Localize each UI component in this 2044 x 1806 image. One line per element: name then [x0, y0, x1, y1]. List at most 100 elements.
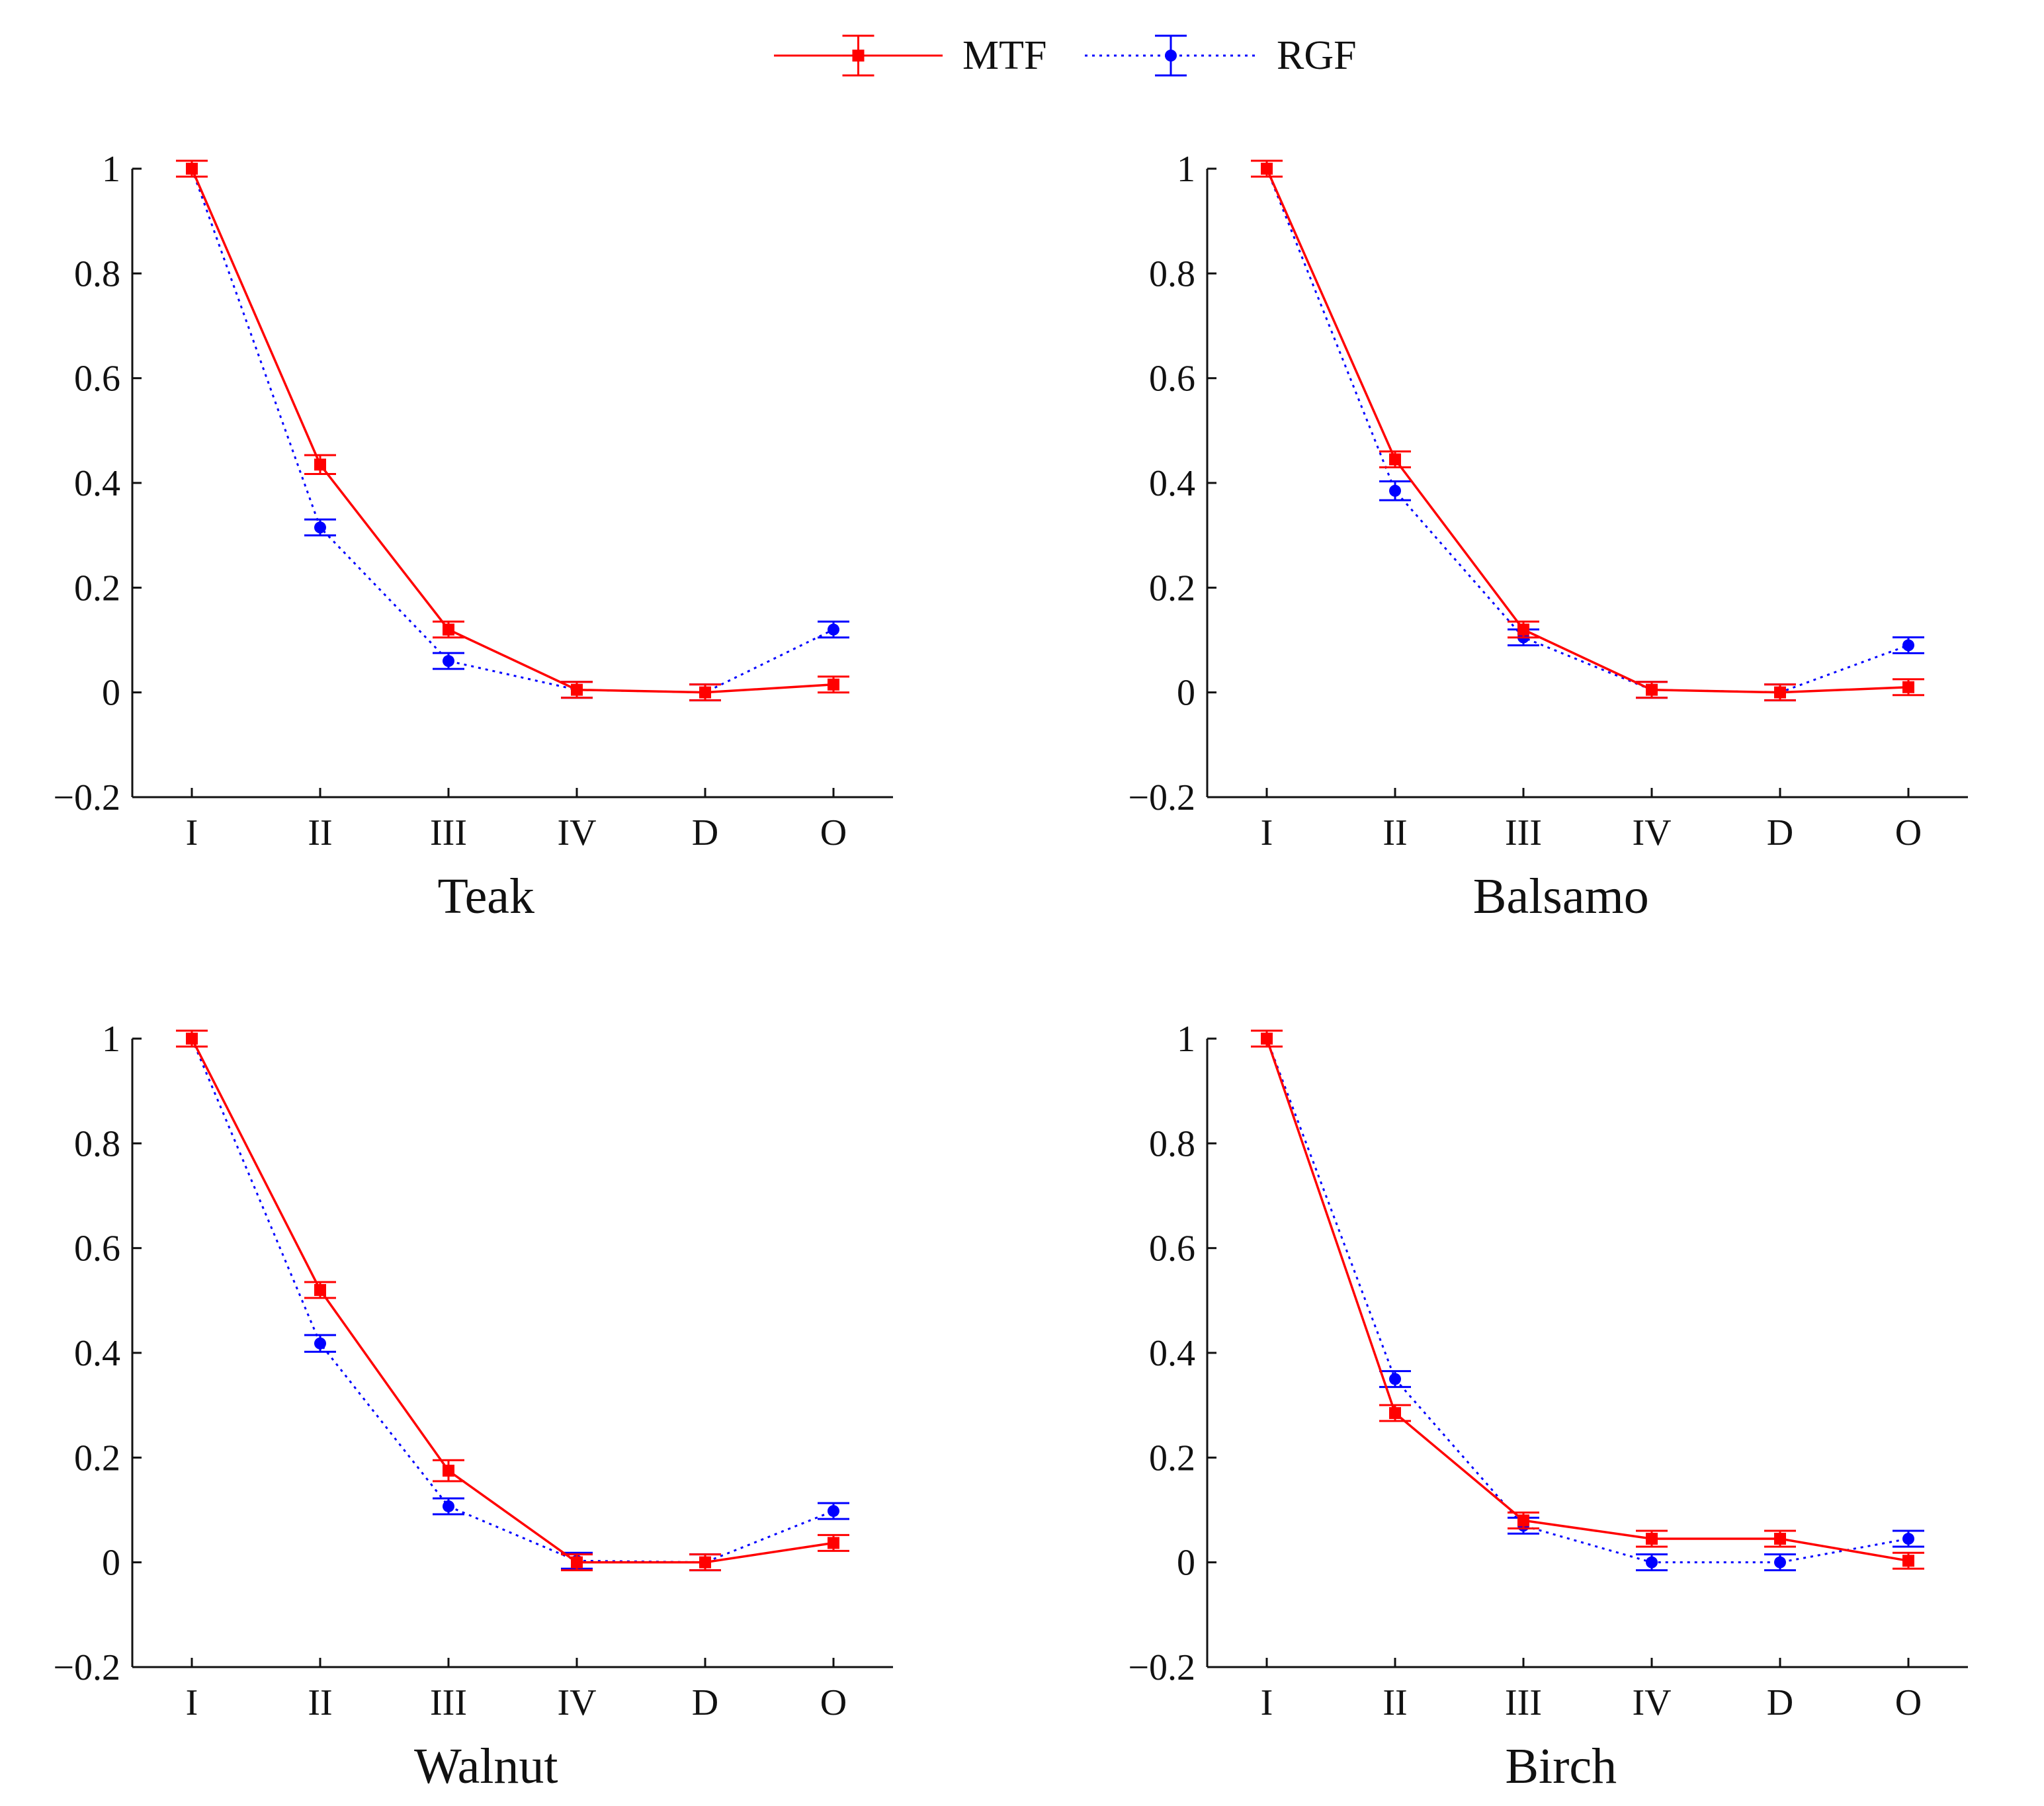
legend-label-mtf: MTF [962, 33, 1046, 78]
series-line-mtf [191, 1038, 834, 1564]
data-point-mtf [1774, 1533, 1786, 1545]
data-point-mtf [828, 1537, 839, 1549]
y-tick-label: 0.4 [1149, 1333, 1195, 1374]
legend-item-mtf: MTF [774, 33, 1046, 78]
series-mtf [176, 159, 849, 702]
y-tick-label: 1 [1177, 1019, 1195, 1060]
data-point-mtf [1261, 1033, 1273, 1045]
x-tick-label: IV [557, 812, 596, 853]
x-tick-label: III [1505, 812, 1542, 853]
y-tick-label: 0.2 [1149, 1438, 1195, 1479]
data-point-mtf [699, 686, 711, 699]
series-line-rgf [191, 168, 834, 694]
y-tick-label: 0.8 [74, 253, 120, 294]
data-point-rgf [314, 521, 326, 534]
y-tick-label: −0.2 [53, 777, 120, 818]
x-tick-label: O [1895, 812, 1922, 853]
x-tick-label: D [692, 1682, 718, 1723]
x-tick-label: D [1767, 1682, 1793, 1723]
y-tick-label: 0.4 [74, 463, 120, 504]
x-tick-label: I [186, 1682, 198, 1723]
panel-label: Walnut [414, 1739, 558, 1794]
y-tick-label: 0 [1177, 673, 1195, 714]
y-tick-label: −0.2 [1128, 1647, 1195, 1688]
data-point-rgf [1646, 1556, 1658, 1569]
x-tick-label: III [430, 812, 467, 853]
data-point-mtf [1261, 163, 1273, 175]
data-point-rgf [314, 1337, 326, 1350]
series-rgf [1251, 1029, 1924, 1572]
x-tick-label: O [820, 812, 847, 853]
x-tick-label: IV [557, 1682, 596, 1723]
data-point-mtf [1774, 686, 1786, 699]
data-point-rgf [828, 623, 839, 636]
series-mtf [1251, 159, 1924, 702]
data-point-rgf [1902, 1533, 1914, 1545]
data-point-rgf [1389, 1373, 1401, 1385]
series-line-rgf [191, 1038, 834, 1564]
series-mtf [1251, 1029, 1924, 1570]
y-tick-label: 0.4 [1149, 463, 1195, 504]
y-tick-label: 1 [102, 149, 120, 190]
data-point-mtf [571, 1556, 583, 1569]
series-line-mtf [1265, 168, 1909, 694]
data-point-rgf [828, 1505, 839, 1518]
legend-marker-rgf [1165, 50, 1177, 62]
x-tick-label: IV [1632, 812, 1671, 853]
panels: −0.200.20.40.60.81I II III IV D OTeak−0.200.2… [53, 149, 1968, 1794]
x-tick-label: II [1383, 812, 1407, 853]
data-point-rgf [1902, 639, 1914, 652]
series-line-mtf [1265, 1038, 1909, 1563]
series-line-mtf [191, 168, 834, 694]
x-tick-label: II [308, 1682, 332, 1723]
panel-label: Balsamo [1473, 869, 1649, 924]
data-point-mtf [1646, 683, 1658, 696]
y-tick-label: 0.2 [74, 1438, 120, 1479]
x-tick-label: D [692, 812, 718, 853]
data-point-mtf [186, 163, 198, 175]
data-point-mtf [186, 1033, 198, 1045]
data-point-rgf [443, 1500, 454, 1512]
x-tick-label: II [308, 812, 332, 853]
x-tick-label: IV [1632, 1682, 1671, 1723]
data-point-mtf [1517, 623, 1529, 636]
data-point-rgf [1774, 1556, 1786, 1569]
data-point-mtf [1389, 1407, 1401, 1420]
data-point-mtf [1517, 1514, 1529, 1527]
data-point-rgf [443, 655, 454, 667]
data-point-mtf [1389, 453, 1401, 466]
y-tick-label: 0 [102, 673, 120, 714]
y-tick-label: 0 [102, 1543, 120, 1584]
y-tick-label: 0 [1177, 1543, 1195, 1584]
series-mtf [176, 1029, 849, 1572]
series-rgf [1251, 159, 1924, 702]
y-tick-label: −0.2 [1128, 777, 1195, 818]
x-tick-label: I [186, 812, 198, 853]
y-tick-label: −0.2 [53, 1647, 120, 1688]
x-tick-label: I [1261, 812, 1273, 853]
series-line-rgf [1265, 168, 1909, 694]
data-point-mtf [699, 1556, 711, 1569]
series-rgf [176, 159, 849, 702]
data-point-mtf [314, 1284, 326, 1296]
x-tick-label: O [1895, 1682, 1922, 1723]
data-point-mtf [571, 683, 583, 696]
data-point-mtf [1902, 681, 1914, 693]
x-tick-label: III [430, 1682, 467, 1723]
y-tick-label: 1 [102, 1019, 120, 1060]
y-tick-label: 0.8 [1149, 1123, 1195, 1164]
series-rgf [176, 1029, 849, 1572]
panel-label: Birch [1505, 1739, 1617, 1794]
data-point-mtf [1646, 1533, 1658, 1545]
legend-marker-mtf [852, 50, 865, 62]
data-point-mtf [314, 458, 326, 471]
x-tick-label: II [1383, 1682, 1407, 1723]
y-tick-label: 0.6 [1149, 1228, 1195, 1269]
legend: MTF RGF [774, 33, 1357, 78]
data-point-mtf [443, 623, 454, 636]
y-tick-label: 0.6 [1149, 359, 1195, 400]
